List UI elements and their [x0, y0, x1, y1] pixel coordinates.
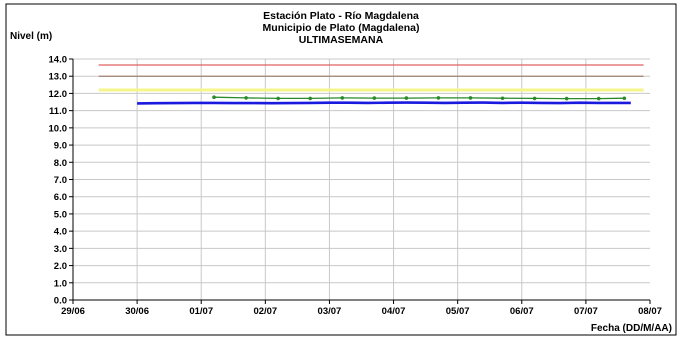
series-2-point: [404, 96, 409, 100]
y-tick-label: 9.0: [54, 141, 67, 152]
chart-title-line-1: Estación Plato - Río Magdalena: [263, 10, 419, 22]
series-2-point: [532, 96, 537, 101]
chart-title-line-2: Municipio de Plato (Magdalena): [263, 22, 420, 34]
x-axis-label: Fecha (DD/M/AA): [591, 323, 672, 334]
x-tick-label: 30/06: [125, 306, 149, 317]
plot-area: 0.0 1.0 2.0 3.0 4.0 5.0 6.0 7.0 8.0 9.0 10.0 11.0 12…: [49, 55, 662, 318]
x-tick-label: 29/06: [61, 306, 85, 317]
series-2-point: [436, 96, 441, 100]
y-tick-label: 6.0: [54, 192, 67, 203]
series-2-point: [500, 96, 505, 101]
y-tick-label: 14.0: [49, 55, 68, 66]
y-tick-label: 2.0: [54, 261, 67, 272]
series-line-2: [213, 96, 625, 100]
series-2-point: [340, 96, 345, 100]
y-axis-label: Nivel (m): [10, 31, 52, 42]
y-tick-label: 4.0: [54, 227, 67, 238]
series-2-point: [564, 96, 569, 101]
y-tick-label: 13.0: [49, 72, 68, 83]
series-2-point: [308, 96, 313, 101]
series-line-1: [137, 101, 631, 105]
series-2-point: [372, 96, 377, 100]
series-2-point: [276, 96, 280, 101]
x-tick-label: 08/07: [638, 306, 662, 317]
y-tick-label: 12.0: [49, 89, 68, 100]
y-tick-label: 5.0: [54, 209, 67, 220]
series-2-point: [622, 96, 627, 101]
chart-title-line-3: ULTIMASEMANA: [299, 34, 384, 46]
y-tick-label: 0.0: [54, 296, 67, 307]
y-tick-label: 11.0: [49, 106, 67, 117]
y-tick-label: 1.0: [54, 278, 67, 289]
x-tick-label: 07/07: [574, 306, 598, 317]
series-2-point: [596, 96, 601, 101]
x-tick-label: 06/07: [510, 306, 534, 317]
series-2-point: [244, 96, 248, 100]
x-tick-label: 01/07: [189, 306, 213, 317]
y-tick-label: 10.0: [49, 123, 68, 134]
x-tick-label: 02/07: [253, 306, 277, 317]
y-tick-label: 3.0: [54, 244, 67, 255]
y-tick-label: 7.0: [54, 175, 67, 186]
y-tick-label: 8.0: [54, 158, 67, 169]
x-tick-label: 04/07: [382, 306, 406, 317]
x-tick-label: 05/07: [446, 306, 470, 317]
series-2-point: [468, 96, 473, 100]
series-2-point: [212, 95, 216, 100]
x-tick-label: 03/07: [318, 306, 342, 317]
